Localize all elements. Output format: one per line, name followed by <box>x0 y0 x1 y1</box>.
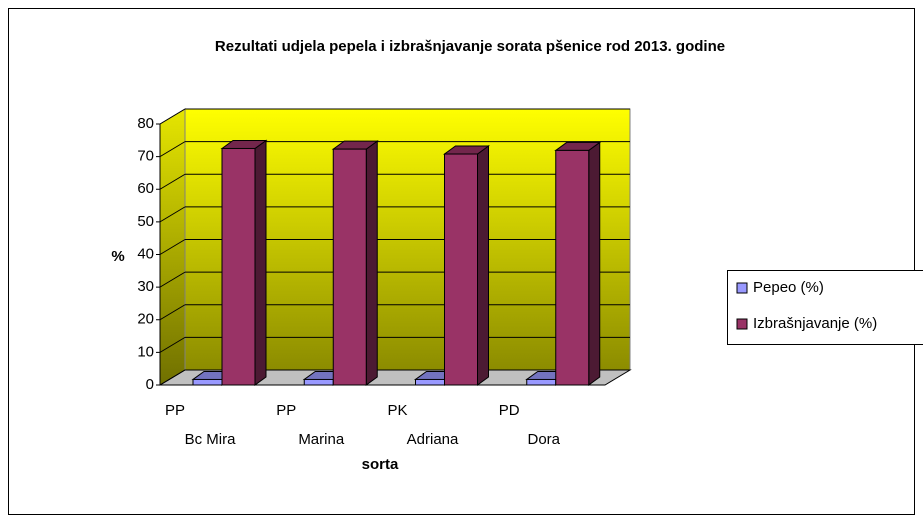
x-tick-label: PP <box>276 402 296 419</box>
bar-front <box>555 149 590 386</box>
grid-line <box>159 336 186 353</box>
chart-title: Rezultati udjela pepela i izbrašnjavanje… <box>215 38 725 55</box>
legend-label: Izbrašnjavanje (%) <box>753 315 877 332</box>
bar-front <box>444 153 478 386</box>
y-tick-label: 0 <box>146 376 154 393</box>
grid-line <box>159 239 186 255</box>
grid-line <box>159 304 186 321</box>
bar-front <box>332 148 367 386</box>
grid-line <box>159 206 186 223</box>
bar-front <box>221 147 256 386</box>
legend-label: Pepeo (%) <box>753 279 824 296</box>
bar <box>220 139 268 386</box>
y-tick-label: 40 <box>137 245 154 262</box>
y-tick-label: 20 <box>137 311 154 328</box>
bar-front <box>415 378 445 386</box>
y-tick-label: 30 <box>137 278 154 295</box>
x-tick-label: Bc Mira <box>185 431 236 448</box>
grid-line <box>159 108 186 125</box>
y-tick-label: 10 <box>137 343 154 360</box>
x-tick-label: PD <box>499 402 520 419</box>
y-tick-label: 70 <box>137 148 154 165</box>
x-tick-label: Marina <box>298 431 345 448</box>
bar-side <box>477 145 489 386</box>
x-axis-label: sorta <box>362 456 399 473</box>
bar <box>442 145 491 386</box>
y-tick-label: 60 <box>137 180 154 197</box>
y-tick-label: 50 <box>137 213 154 230</box>
bar-side <box>365 140 378 386</box>
bar-front <box>526 378 557 386</box>
bar-front <box>303 378 334 386</box>
bar-side <box>588 141 601 386</box>
y-axis-label: % <box>111 248 124 265</box>
bar-front <box>192 378 223 386</box>
x-tick-label: PP <box>165 402 185 419</box>
x-tick-label: PK <box>388 402 408 419</box>
legend <box>727 270 923 345</box>
grid-line <box>159 173 186 190</box>
x-tick-label: Adriana <box>407 431 459 448</box>
grid-line <box>159 141 186 158</box>
y-tick-label: 80 <box>137 115 154 132</box>
bar <box>554 141 602 386</box>
bar-side <box>254 139 267 386</box>
x-tick-label: Dora <box>527 431 560 448</box>
grid-line <box>159 369 186 386</box>
legend-swatch <box>736 318 748 330</box>
bar <box>331 140 379 386</box>
grid-line <box>159 271 186 288</box>
legend-swatch <box>736 282 748 294</box>
